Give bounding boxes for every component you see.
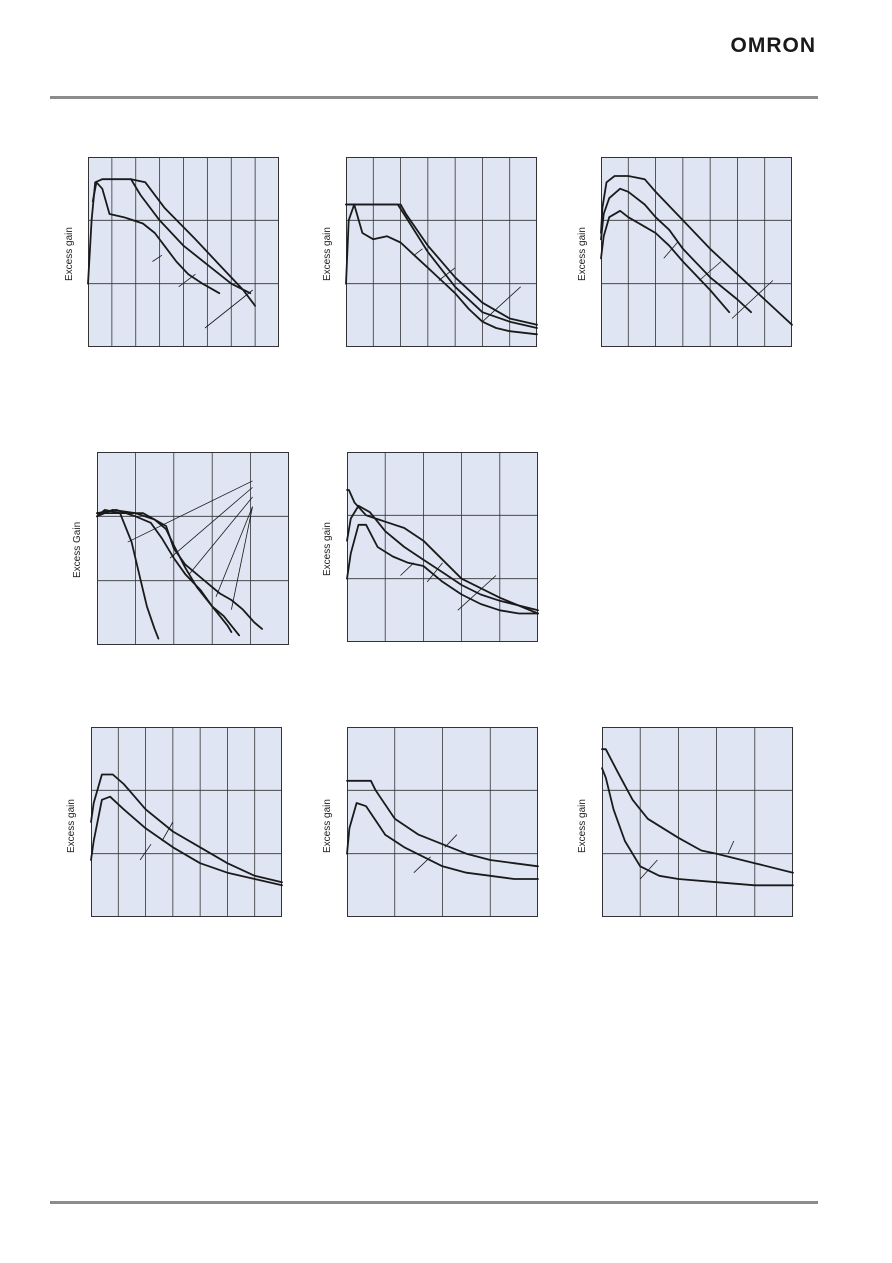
excess-gain-chart-8: Excess gain — [577, 727, 794, 917]
series-line-2 — [96, 509, 233, 634]
plot-area — [601, 727, 794, 917]
y-axis-label: Excess gain — [577, 799, 588, 853]
series-line-2 — [345, 203, 538, 329]
excess-gain-chart-2: Excess gain — [322, 157, 538, 347]
header-divider — [50, 96, 818, 99]
series-line-3 — [345, 203, 538, 336]
excess-gain-chart-4: Excess Gain — [72, 452, 289, 645]
excess-gain-chart-3: Excess gain — [577, 157, 793, 347]
plot-area — [96, 452, 289, 645]
excess-gain-chart-5: Excess gain — [322, 452, 539, 642]
series-line-2 — [346, 802, 539, 880]
series-line-2 — [600, 187, 753, 314]
pointer-line-1 — [127, 480, 253, 543]
pointer-line-3 — [457, 575, 497, 611]
plot-area — [345, 157, 538, 347]
series-line-2 — [601, 767, 794, 887]
pointer-line-2 — [438, 267, 456, 281]
y-axis-label: Excess gain — [64, 227, 75, 281]
pointer-line-1 — [663, 242, 678, 259]
pointer-line-2 — [639, 859, 658, 880]
series-line-1 — [345, 203, 538, 326]
series-line-1 — [346, 489, 539, 615]
y-axis-label: Excess gain — [66, 799, 77, 853]
series-line-1 — [346, 779, 539, 868]
plot-area — [90, 727, 283, 917]
pointer-line-2 — [169, 487, 253, 559]
series-line-3 — [96, 509, 241, 637]
pointer-line-2 — [413, 856, 431, 873]
series-line-4 — [96, 512, 264, 630]
y-axis-label: Excess gain — [322, 227, 333, 281]
pointer-line-1 — [444, 834, 458, 848]
excess-gain-chart-7: Excess gain — [322, 727, 539, 917]
plot-background — [601, 157, 792, 347]
excess-gain-chart-1: Excess gain — [64, 157, 279, 347]
series-line-1 — [90, 773, 283, 884]
series-line-3 — [91, 181, 221, 295]
pointer-line-2 — [139, 843, 152, 861]
pointer-line-3 — [731, 280, 774, 319]
series-line-1 — [96, 509, 160, 640]
pointer-line-3 — [482, 286, 521, 322]
pointer-line-3 — [188, 496, 253, 575]
footer-divider — [50, 1201, 818, 1204]
plot-background — [347, 452, 538, 642]
plot-area — [346, 452, 539, 642]
excess-gain-chart-6: Excess gain — [66, 727, 283, 917]
plot-frame — [347, 452, 538, 642]
series-line-2 — [130, 178, 252, 295]
plot-background — [602, 727, 793, 917]
series-line-2 — [90, 795, 283, 887]
pointer-line-1 — [161, 821, 174, 842]
pointer-line-2 — [426, 562, 443, 583]
series-line-1 — [601, 748, 794, 874]
brand-logo: OMRON — [730, 34, 816, 57]
plot-background — [91, 727, 282, 917]
plot-frame — [602, 727, 793, 917]
plot-area — [600, 157, 793, 347]
y-axis-label: Excess gain — [322, 799, 333, 853]
plot-area — [87, 157, 279, 347]
plot-frame — [88, 157, 279, 347]
y-axis-label: Excess gain — [577, 227, 588, 281]
y-axis-label: Excess gain — [322, 522, 333, 576]
pointer-line-1 — [400, 562, 415, 576]
pointer-line-4 — [215, 506, 253, 597]
series-line-2 — [346, 504, 539, 612]
pointer-line-5 — [231, 506, 253, 610]
y-axis-label: Excess Gain — [72, 521, 83, 578]
pointer-line-3 — [204, 289, 253, 329]
plot-area — [346, 727, 539, 917]
pointer-line-2 — [698, 261, 722, 281]
series-line-3 — [346, 523, 539, 615]
plot-background — [97, 452, 289, 645]
pointer-line-2 — [178, 273, 196, 288]
pointer-line-1 — [152, 254, 163, 262]
series-line-1 — [600, 175, 793, 326]
series-line-3 — [600, 209, 731, 314]
plot-frame — [97, 452, 289, 645]
plot-frame — [347, 727, 538, 917]
pointer-line-1 — [413, 248, 423, 256]
pointer-line-1 — [727, 840, 735, 854]
